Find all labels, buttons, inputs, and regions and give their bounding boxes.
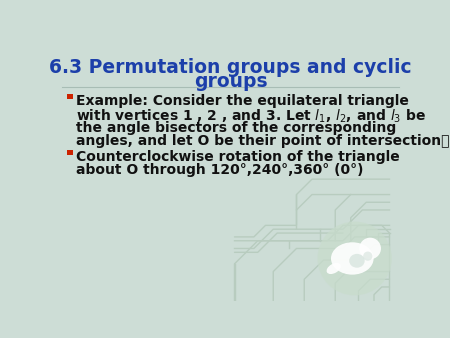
Circle shape [317, 221, 392, 295]
Text: the angle bisectors of the corresponding: the angle bisectors of the corresponding [76, 121, 396, 135]
Ellipse shape [349, 254, 364, 268]
Ellipse shape [331, 242, 374, 275]
Bar [67, 94, 72, 99]
Ellipse shape [327, 263, 341, 274]
Text: Counterclockwise rotation of the triangle: Counterclockwise rotation of the triangl… [76, 150, 400, 164]
Circle shape [359, 238, 381, 259]
Text: about O through 120°,240°,360° (0°): about O through 120°,240°,360° (0°) [76, 163, 364, 177]
Text: with vertices 1 , 2 , and 3. Let $l_1$, $l_2$, and $l_3$ be: with vertices 1 , 2 , and 3. Let $l_1$, … [76, 107, 427, 125]
Text: groups: groups [194, 72, 267, 91]
Text: Example: Consider the equilateral triangle: Example: Consider the equilateral triang… [76, 94, 410, 108]
Bar [67, 149, 72, 155]
Text: angles, and let O be their point of intersection。: angles, and let O be their point of inte… [76, 134, 450, 148]
Text: 🐉: 🐉 [343, 239, 366, 277]
Circle shape [363, 251, 373, 261]
Text: 6.3 Permutation groups and cyclic: 6.3 Permutation groups and cyclic [50, 58, 412, 77]
